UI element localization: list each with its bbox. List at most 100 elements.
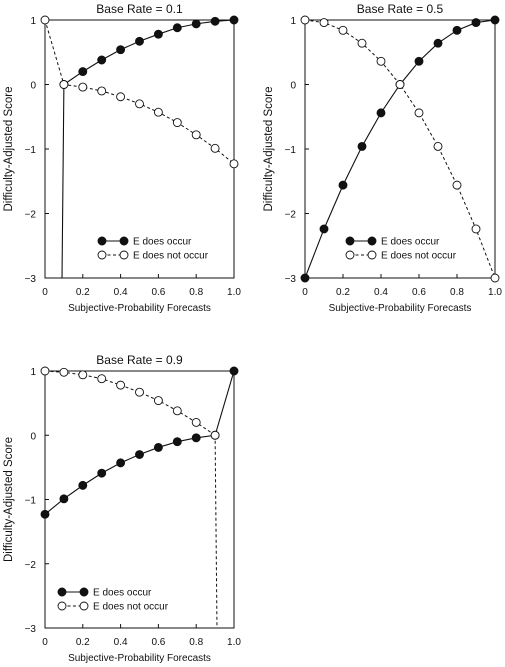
legend-label: E does not occur	[381, 251, 457, 262]
open-point	[211, 144, 219, 152]
legend-marker	[346, 237, 354, 245]
y-axis-label: Difficulty-Adjusted Score	[263, 86, 275, 211]
legend-entry-e-does-not-occur: E does not occur	[346, 251, 457, 262]
filled-point	[339, 181, 347, 189]
legend-marker	[80, 588, 88, 596]
filled-point	[320, 225, 328, 233]
open-point	[434, 142, 442, 150]
filled-point	[60, 495, 68, 503]
legend-marker	[80, 602, 88, 610]
legend-entry-e-does-occur: E does occur	[58, 588, 152, 599]
x-tick-label: 1.0	[227, 637, 241, 648]
open-point	[301, 16, 309, 24]
open-point	[60, 368, 68, 376]
filled-point	[98, 56, 106, 64]
legend-label: E does not occur	[93, 602, 169, 613]
open-point	[136, 388, 144, 396]
legend-marker	[346, 251, 354, 259]
x-tick-label: 0.4	[114, 637, 128, 648]
y-tick-label: −3	[25, 274, 37, 285]
x-axis-label: Subjective-Probability Forecasts	[68, 303, 211, 314]
x-tick-label: 0.6	[412, 287, 426, 298]
open-point	[41, 16, 49, 24]
legend-marker	[120, 251, 128, 259]
filled-point	[79, 481, 87, 489]
open-point	[230, 160, 238, 168]
chart-panel-3: Base Rate = 0.9 0 0.2 0.4 0.6 0.8 1.0 1 0 −1 −2 −3 S…	[3, 353, 241, 664]
open-point	[491, 274, 499, 282]
open-point	[60, 81, 68, 89]
open-point	[453, 181, 461, 189]
legend-label: E does occur	[381, 237, 440, 248]
x-tick-label: 0.8	[450, 287, 464, 298]
x-tick-label: 0.4	[374, 287, 388, 298]
x-tick-label: 0.2	[336, 287, 350, 298]
y-tick-label: −3	[25, 624, 37, 635]
x-tick-label: 1.0	[227, 287, 241, 298]
open-point	[173, 407, 181, 415]
y-tick-label: −2	[285, 210, 297, 221]
y-tick-label: −2	[25, 210, 37, 221]
x-axis-label: Subjective-Probability Forecasts	[329, 303, 472, 314]
x-tick-label: 0	[42, 637, 48, 648]
x-tick-label: 1.0	[488, 287, 502, 298]
open-point	[173, 119, 181, 127]
open-point	[98, 87, 106, 95]
open-point	[79, 83, 87, 91]
filled-point	[117, 459, 125, 467]
filled-point	[211, 17, 219, 25]
filled-point	[192, 20, 200, 28]
series-line	[64, 20, 234, 85]
filled-point	[98, 469, 106, 477]
x-tick-label: 0.6	[151, 287, 165, 298]
y-tick-label: −1	[25, 496, 37, 507]
open-point	[136, 100, 144, 108]
filled-point	[301, 274, 309, 282]
filled-point	[192, 434, 200, 442]
open-point	[415, 109, 423, 117]
legend-marker	[58, 602, 66, 610]
x-tick-label: 0	[42, 287, 48, 298]
filled-point	[173, 24, 181, 32]
open-point	[192, 418, 200, 426]
open-point	[79, 371, 87, 379]
legend-entry-e-does-occur: E does occur	[346, 237, 440, 248]
x-tick-label: 0.4	[114, 287, 128, 298]
legend-marker	[58, 588, 66, 596]
open-point	[472, 225, 480, 233]
y-tick-label: 0	[290, 81, 296, 92]
filled-point	[117, 46, 125, 54]
y-tick-label: 1	[290, 16, 296, 27]
chart-panel-2: Base Rate = 0.50 0.2 0.4 0.6 0.8 1.010−1−2−3S…	[263, 2, 502, 314]
legend-entry-e-does-not-occur: E does not occur	[98, 251, 209, 262]
y-tick-label: −1	[285, 145, 297, 156]
open-point	[41, 367, 49, 375]
y-tick-label: 1	[30, 16, 36, 27]
legend-entry-e-does-occur: E does occur	[98, 237, 192, 248]
x-tick-label: 0.8	[189, 637, 203, 648]
legend-marker	[98, 251, 106, 259]
y-tick-label: −3	[285, 274, 297, 285]
filled-point	[415, 57, 423, 65]
open-point	[339, 26, 347, 34]
y-axis-label: Difficulty-Adjusted Score	[3, 437, 15, 562]
filled-point	[491, 16, 499, 24]
filled-point	[41, 510, 49, 518]
x-tick-label: 0.8	[189, 287, 203, 298]
legend-marker	[98, 237, 106, 245]
filled-point	[472, 19, 480, 27]
series-line	[45, 371, 215, 435]
y-tick-label: 1	[30, 367, 36, 378]
legend-marker	[120, 237, 128, 245]
x-tick-label: 0.2	[76, 287, 90, 298]
open-point	[154, 397, 162, 405]
open-point	[98, 375, 106, 383]
open-point	[320, 19, 328, 27]
open-point	[211, 431, 219, 439]
legend-marker	[368, 237, 376, 245]
filled-point	[79, 68, 87, 76]
x-tick-label: 0.2	[76, 637, 90, 648]
legend-label: E does not occur	[133, 251, 209, 262]
chart-title: Base Rate = 0.9	[96, 353, 183, 367]
